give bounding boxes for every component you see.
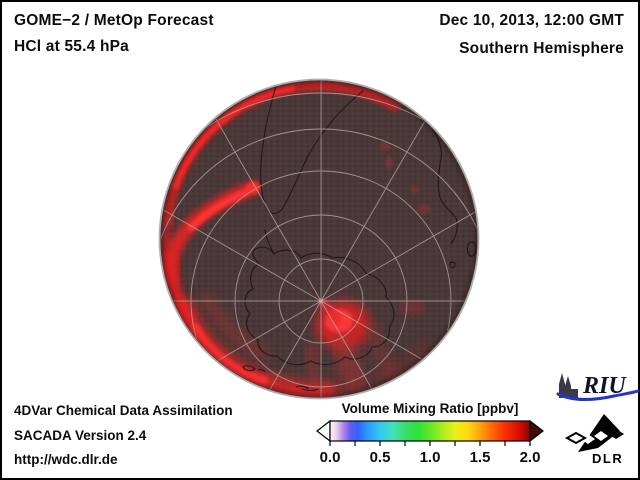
plume-comma-arc-core (187, 188, 251, 232)
colorbar-ticks (329, 441, 531, 446)
colorbar-tick-label: 1.5 (470, 449, 491, 466)
assimilation-label: 4DVar Chemical Data Assimilation (14, 403, 233, 418)
plume-right-patch-3 (410, 185, 420, 193)
colorbar-tick-label: 1.0 (420, 449, 441, 466)
plume-inner-faint-band (200, 293, 269, 360)
riu-logo: RIU (556, 370, 640, 404)
plume-right-patch-2 (385, 156, 393, 170)
meridian-line (320, 300, 442, 397)
plume-right-patch-5 (399, 301, 425, 315)
plume-lower-left-core (190, 323, 269, 386)
coast-south-america (260, 85, 364, 215)
url-label: http://wdc.dlr.de (14, 451, 118, 467)
colorbar-tick-labels: 0.0 0.5 1.0 1.5 2.0 (320, 449, 541, 466)
colorbar-right-arrow (529, 419, 544, 443)
coast-madagascar (466, 241, 477, 257)
coast-falklands (242, 364, 266, 373)
plume-limb-crescent-bright (172, 85, 296, 190)
colorbar-gradient-bar (329, 420, 531, 442)
coast-antarctic-peninsula (264, 229, 275, 255)
colorbar-tick-label: 2.0 (520, 449, 541, 466)
coast-small-island (449, 261, 456, 269)
version-label: SACADA Version 2.4 (14, 427, 147, 443)
colorbar-tick-label: 0.5 (370, 449, 391, 466)
species-level: HCl at 55.4 hPa (14, 38, 129, 55)
pole-point (319, 299, 323, 303)
dlr-logo: DLR (562, 408, 638, 474)
globe-rim (158, 78, 480, 400)
colorbar: Volume Mixing Ratio [ppbv] 0.0 0.5 1.0 1.5 2… (316, 400, 544, 466)
latlon-grid (161, 81, 477, 397)
datetime-label: Dec 10, 2013, 12:00 GMT (439, 12, 624, 29)
meridian-line (200, 92, 322, 302)
colorbar-left-arrow (316, 419, 331, 443)
plume-right-patch-4 (416, 204, 432, 214)
dlr-logo-text: DLR (592, 451, 623, 466)
cathedral-icon (559, 373, 578, 398)
hemisphere-label: Southern Hemisphere (459, 40, 624, 57)
coast-south-georgia (295, 385, 319, 392)
plume-bottom-right-band (364, 324, 403, 387)
dlr-bird-icon (564, 414, 624, 452)
plume-pole-wedge (318, 298, 341, 323)
colorbar-tick-label: 0.0 (320, 449, 341, 466)
coast-antarctica (244, 246, 395, 366)
plume-pole-tail (330, 333, 367, 393)
plume-coast-spot (246, 182, 260, 194)
product-title: GOME−2 / MetOp Forecast (14, 12, 214, 29)
meridian-line (200, 300, 322, 397)
meridian-line (161, 180, 322, 302)
colorbar-scale: 0.0 0.5 1.0 1.5 2.0 (316, 419, 544, 466)
riu-wave-swoosh (556, 389, 640, 401)
plume-right-patch-1 (379, 143, 391, 151)
colorbar-title: Volume Mixing Ratio [ppbv] (341, 401, 519, 416)
meridian-line (320, 92, 442, 302)
plume-bottom-column (302, 342, 324, 396)
hcl-plumes (161, 82, 432, 397)
meridian-line (320, 180, 477, 302)
